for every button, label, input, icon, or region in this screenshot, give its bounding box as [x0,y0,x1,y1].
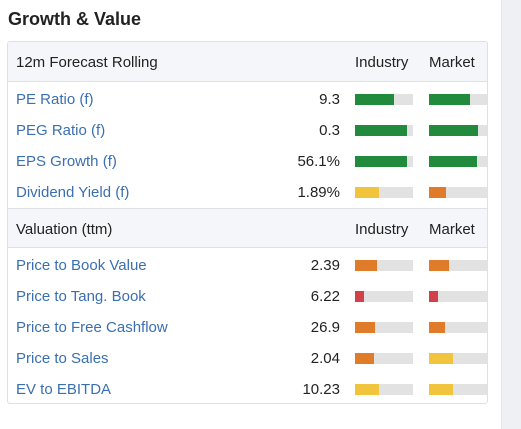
industry-bar-fill [355,260,378,271]
metric-row-ev-to-ebitda: EV to EBITDA 10.23 [8,374,487,403]
metric-link[interactable]: EV to EBITDA [16,381,112,398]
valuation-header-label: Valuation (ttm) [16,221,113,238]
industry-bar-fill [355,384,380,395]
industry-bar [355,125,413,136]
industry-bar [355,353,413,364]
metric-link[interactable]: EPS Growth (f) [16,153,117,170]
market-bar-fill [429,384,454,395]
industry-column-header: Industry [355,54,409,71]
market-bar-fill [429,322,446,333]
market-bar [429,94,487,105]
metric-link[interactable]: PE Ratio (f) [16,91,94,108]
metric-value: 2.39 [310,257,340,274]
forecast-header-label: 12m Forecast Rolling [16,54,158,71]
industry-bar [355,291,413,302]
industry-bar-fill [355,187,380,198]
metric-link[interactable]: Price to Sales [16,350,109,367]
market-bar-fill [429,94,470,105]
market-bar [429,187,487,198]
market-bar [429,291,487,302]
industry-bar-fill [355,353,374,364]
market-bar-fill [429,156,477,167]
metric-row-price-to-tang-book: Price to Tang. Book 6.22 [8,281,487,312]
metric-link[interactable]: Price to Free Cashflow [16,319,168,336]
industry-bar [355,187,413,198]
industry-bar-fill [355,322,375,333]
market-bar-fill [429,291,438,302]
market-bar [429,260,487,271]
industry-bar [355,260,413,271]
valuation-header: Valuation (ttm) Industry Market [8,208,487,248]
metric-row-price-to-book: Price to Book Value 2.39 [8,250,487,281]
industry-bar [355,94,413,105]
growth-value-panel: 12m Forecast Rolling Industry Market PE … [7,41,488,404]
market-bar [429,125,487,136]
market-bar [429,156,487,167]
market-bar [429,322,487,333]
market-bar-fill [429,125,479,136]
metric-value: 1.89% [297,184,340,201]
metric-value: 2.04 [310,350,340,367]
metric-row-price-to-free-cashflow: Price to Free Cashflow 26.9 [8,312,487,343]
metric-value: 56.1% [297,153,340,170]
market-bar-fill [429,187,447,198]
industry-bar [355,322,413,333]
metric-value: 26.9 [310,319,340,336]
metric-row-dividend-yield: Dividend Yield (f) 1.89% [8,177,487,208]
market-bar-fill [429,353,454,364]
metric-value: 10.23 [302,381,340,398]
metric-row-pe-ratio: PE Ratio (f) 9.3 [8,84,487,115]
metric-link[interactable]: Price to Book Value [16,257,147,274]
metric-link[interactable]: Price to Tang. Book [16,288,146,305]
industry-bar-fill [355,156,408,167]
industry-bar [355,156,413,167]
scrollbar-track[interactable] [501,0,521,429]
metric-value: 9.3 [319,91,340,108]
valuation-rows: Price to Book Value 2.39 Price to Tang. … [8,248,487,403]
metric-row-price-to-sales: Price to Sales 2.04 [8,343,487,374]
section-title: Growth & Value [8,9,142,29]
metric-link[interactable]: Dividend Yield (f) [16,184,130,201]
market-column-header: Market [429,54,475,71]
metric-value: 0.3 [319,122,340,139]
industry-bar-fill [355,125,408,136]
metric-value: 6.22 [310,288,340,305]
market-bar [429,353,487,364]
market-bar-fill [429,260,449,271]
metric-link[interactable]: PEG Ratio (f) [16,122,106,139]
metric-row-eps-growth: EPS Growth (f) 56.1% [8,146,487,177]
market-bar [429,384,487,395]
industry-bar-fill [355,291,364,302]
industry-column-header: Industry [355,221,409,238]
industry-bar [355,384,413,395]
forecast-rows: PE Ratio (f) 9.3 PEG Ratio (f) 0.3 EPS G… [8,82,487,208]
metric-row-peg-ratio: PEG Ratio (f) 0.3 [8,115,487,146]
forecast-header: 12m Forecast Rolling Industry Market [8,42,487,82]
industry-bar-fill [355,94,395,105]
market-column-header: Market [429,221,475,238]
